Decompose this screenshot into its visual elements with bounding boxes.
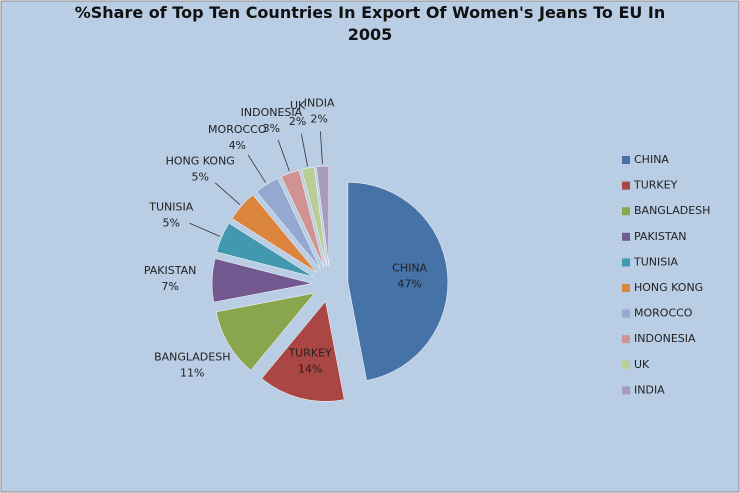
data-label-name: TUNISIA [148, 200, 193, 213]
data-label-value: 2% [289, 115, 306, 128]
data-label-name: UK [290, 99, 306, 112]
data-label-name: CHINA [392, 261, 427, 274]
data-label-name: INDIA [304, 96, 335, 109]
legend-swatch [622, 156, 630, 164]
legend-label: INDIA [634, 383, 665, 396]
legend-label: MOROCCO [634, 307, 693, 320]
data-label-value: 2% [310, 112, 327, 125]
legend-swatch [622, 360, 630, 369]
data-label-name: MOROCCO [208, 123, 267, 136]
pie-slice [280, 169, 325, 268]
legend-label: HONG KONG [634, 281, 703, 294]
pie-slice [231, 194, 317, 273]
data-label-value: 11% [180, 366, 204, 379]
legend-label: CHINA [634, 153, 669, 166]
leader-line [277, 139, 290, 172]
data-label-name: HONG KONG [166, 155, 235, 168]
pie-slice [261, 300, 345, 402]
pie-slice [211, 258, 313, 303]
data-label-value: 4% [229, 139, 246, 152]
legend-label: BANGLADESH [634, 204, 710, 217]
leader-line [300, 133, 308, 167]
legend-swatch [622, 309, 630, 318]
data-label-value: 5% [192, 171, 209, 184]
legend-label: TUNISIA [633, 255, 678, 268]
legend-label: UK [634, 358, 650, 371]
legend-swatch [622, 207, 630, 216]
leader-line [214, 182, 241, 205]
legend-swatch [622, 181, 630, 190]
leader-line [189, 222, 221, 237]
pie-slice [215, 292, 316, 371]
data-label-value: 5% [163, 216, 180, 229]
pie-slice [216, 222, 314, 278]
data-label-name: TURKEY [287, 346, 332, 359]
pie-slice [256, 177, 321, 269]
legend-swatch [622, 284, 630, 292]
legend-label: TURKEY [633, 179, 678, 192]
pie-slice [347, 182, 449, 381]
data-label-value: 3% [263, 122, 280, 135]
legend-swatch [622, 232, 630, 241]
data-label-value: 47% [397, 277, 421, 290]
data-label-value: 14% [298, 362, 322, 375]
leader-line [319, 131, 323, 165]
legend-swatch [622, 386, 630, 395]
legend-label: PAKISTAN [634, 230, 687, 243]
data-label-name: INDONESIA [241, 106, 303, 119]
legend-swatch [622, 258, 630, 267]
data-label-name: BANGLADESH [154, 350, 230, 363]
legend-swatch [622, 335, 630, 344]
data-label-value: 7% [161, 280, 178, 293]
pie-slice [316, 165, 330, 267]
legend-label: INDONESIA [634, 332, 696, 345]
data-label-name: PAKISTAN [144, 264, 197, 277]
chart-title: %Share of Top Ten Countries In Export Of… [74, 3, 666, 44]
pie-slice [301, 166, 327, 267]
leader-line [247, 154, 267, 183]
